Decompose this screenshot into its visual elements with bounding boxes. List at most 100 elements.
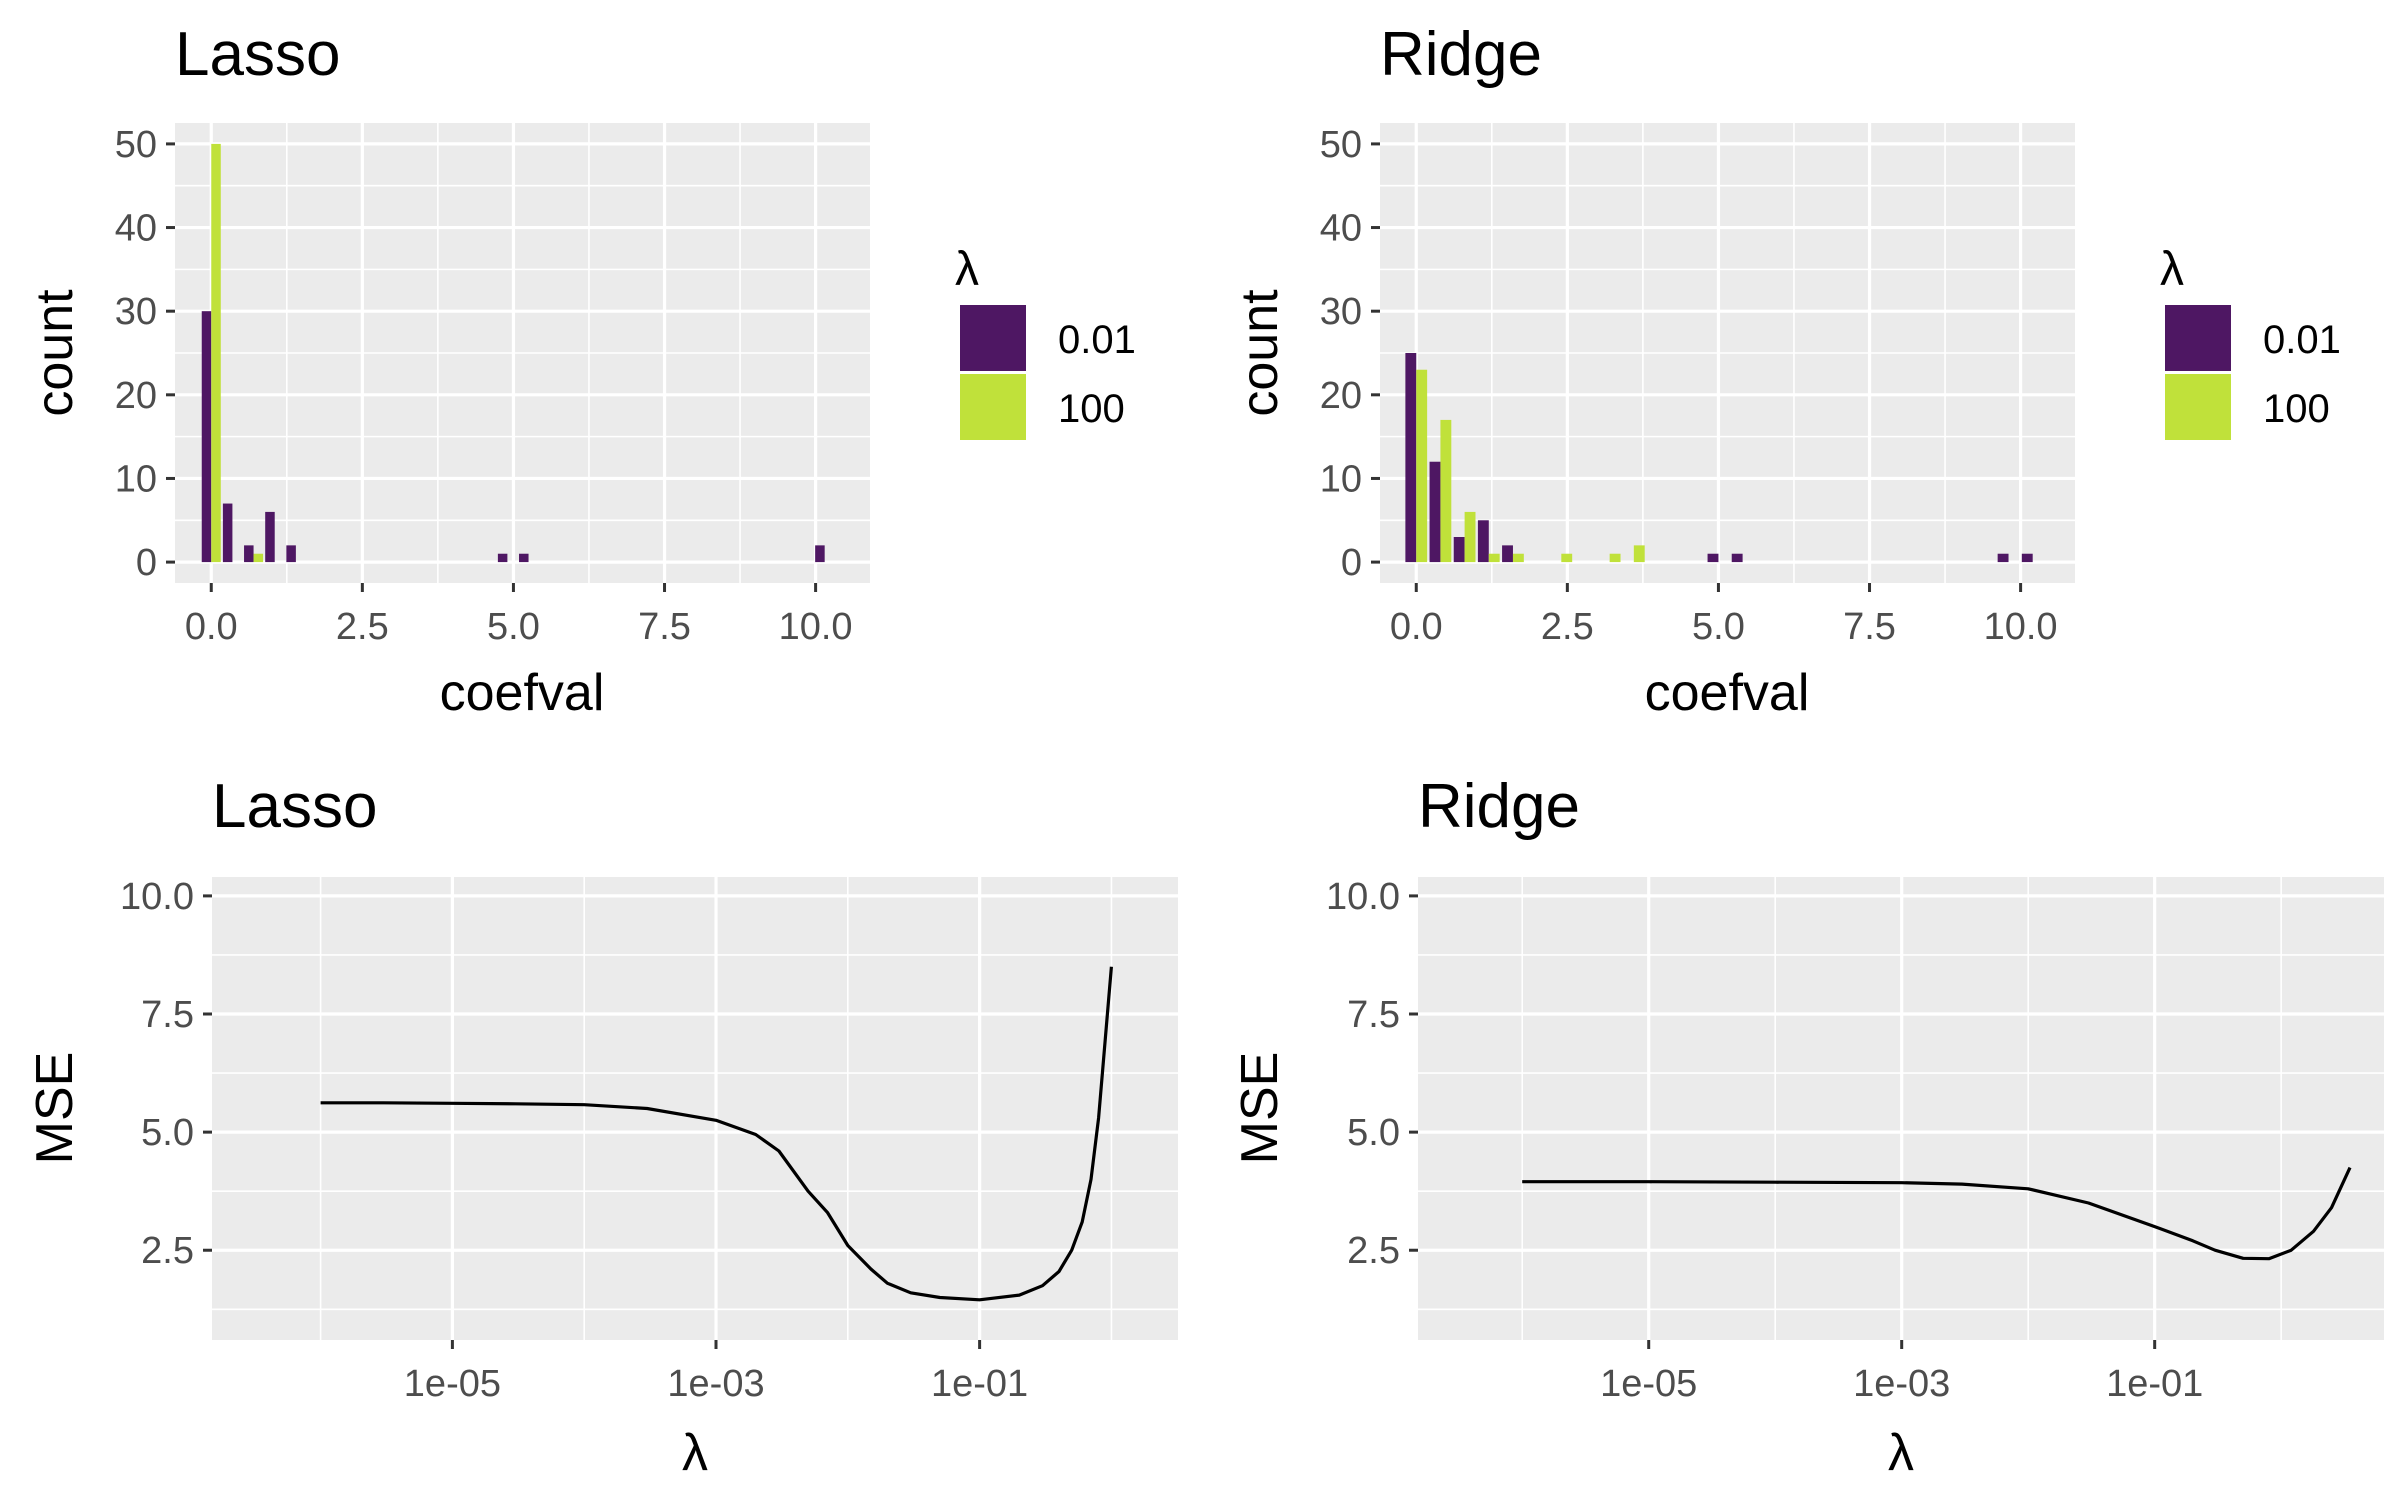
x-tick-label: 0.0: [1390, 606, 1443, 648]
x-tick-label: 7.5: [1843, 606, 1896, 648]
y-tick-label: 40: [115, 208, 157, 250]
y-axis-title: MSE: [1231, 1052, 1289, 1165]
y-axis-ticks: 0 10 20 30 40 50: [115, 124, 175, 584]
mse-line: [320, 966, 1113, 1302]
panel-lasso-mse: Lasso 2.5 5.0 7.5 10.0 1e-05 1e-03 1e-01 λ MS…: [26, 772, 1178, 1482]
chart-title: Lasso: [212, 772, 377, 841]
bar-lambda-0.01: [244, 545, 254, 563]
legend-title: λ: [955, 243, 979, 296]
y-axis-ticks: 2.5 5.0 7.5 10.0: [120, 876, 212, 1272]
bar-lambda-0.01: [1453, 537, 1465, 563]
bar-lambda-0.01: [1502, 545, 1513, 563]
y-tick-label: 5.0: [141, 1112, 194, 1154]
x-tick-label: 2.5: [1541, 606, 1594, 648]
bar-lambda-0.01: [1707, 553, 1719, 563]
bar-lambda-0.01: [1997, 553, 2009, 563]
x-tick-label: 1e-01: [931, 1363, 1028, 1405]
bar-lambda-0.01: [1731, 553, 1743, 563]
bar-lambda-0.01: [497, 553, 508, 563]
legend-key-100: [960, 374, 1026, 440]
bar-lambda-100: [1440, 419, 1452, 563]
bar-lambda-0.01: [1405, 353, 1417, 563]
bar-lambda-0.01: [222, 503, 233, 563]
x-axis-ticks: 1e-05 1e-03 1e-01: [1600, 1340, 2203, 1405]
y-tick-label: 2.5: [141, 1230, 194, 1272]
x-tick-label: 5.0: [1692, 606, 1745, 648]
bar-lambda-100: [1512, 553, 1524, 563]
bar-lambda-0.01: [201, 311, 212, 563]
panel-ridge-mse: Ridge 2.5 5.0 7.5 10.0 1e-05 1e-03 1e-01 λ MS…: [1231, 772, 2384, 1482]
y-axis-title: count: [1231, 289, 1289, 417]
bar-lambda-0.01: [1429, 461, 1441, 563]
x-axis-ticks: 0.0 2.5 5.0 7.5 10.0: [185, 583, 853, 648]
bar-lambda-100: [1464, 511, 1476, 563]
bar-lambda-100: [1561, 553, 1573, 563]
legend: λ 0.01 100: [2160, 243, 2341, 440]
bars: [201, 143, 825, 563]
bar-lambda-0.01: [1477, 520, 1489, 563]
x-tick-label: 10.0: [1984, 606, 2058, 648]
x-tick-label: 1e-05: [1600, 1363, 1697, 1405]
grid-lines: [1418, 877, 2384, 1340]
y-tick-label: 10: [115, 458, 157, 500]
bar-lambda-100: [1416, 369, 1428, 563]
x-tick-label: 1e-03: [667, 1363, 764, 1405]
legend-key-0.01: [960, 305, 1026, 371]
x-tick-label: 10.0: [779, 606, 853, 648]
bar-lambda-0.01: [265, 511, 275, 563]
x-tick-label: 1e-01: [2106, 1363, 2203, 1405]
x-axis-ticks: 1e-05 1e-03 1e-01: [404, 1340, 1028, 1405]
y-tick-label: 20: [1320, 375, 1362, 417]
y-tick-label: 2.5: [1347, 1230, 1400, 1272]
x-axis-ticks: 0.0 2.5 5.0 7.5 10.0: [1390, 583, 2058, 648]
y-tick-label: 7.5: [141, 994, 194, 1036]
mse-line: [1522, 1166, 2352, 1261]
chart-title: Lasso: [175, 20, 340, 89]
legend-label-100: 100: [2263, 387, 2330, 431]
x-tick-label: 7.5: [638, 606, 691, 648]
x-axis-title: coefval: [1645, 664, 1810, 722]
y-tick-label: 10.0: [1326, 876, 1400, 918]
x-tick-label: 1e-03: [1853, 1363, 1950, 1405]
grid-lines: [1380, 123, 2075, 583]
x-tick-label: 5.0: [487, 606, 540, 648]
bar-lambda-100: [1633, 545, 1645, 563]
y-tick-label: 0: [136, 542, 157, 584]
bar-lambda-0.01: [519, 553, 529, 563]
y-tick-label: 40: [1320, 208, 1362, 250]
y-axis-ticks: 2.5 5.0 7.5 10.0: [1326, 876, 1418, 1272]
y-tick-label: 50: [1320, 124, 1362, 166]
y-tick-label: 50: [115, 124, 157, 166]
y-axis-ticks: 0 10 20 30 40 50: [1320, 124, 1380, 584]
bar-lambda-0.01: [2021, 553, 2033, 563]
bar-lambda-100: [1609, 553, 1621, 563]
y-axis-title: count: [26, 289, 84, 417]
y-tick-label: 20: [115, 375, 157, 417]
x-tick-label: 1e-05: [404, 1363, 501, 1405]
y-tick-label: 30: [1320, 291, 1362, 333]
legend-key-0.01: [2165, 305, 2231, 371]
bar-lambda-100: [1488, 553, 1500, 563]
legend-title: λ: [2160, 243, 2184, 296]
y-tick-label: 30: [115, 291, 157, 333]
bar-lambda-0.01: [286, 545, 296, 563]
y-tick-label: 0: [1341, 542, 1362, 584]
y-tick-label: 7.5: [1347, 994, 1400, 1036]
legend-label-0.01: 0.01: [2263, 318, 2341, 362]
bars: [1405, 353, 2033, 563]
mse-series-line: [1522, 1166, 2352, 1261]
panel-ridge-histogram: Ridge 0 10 20 30 40 50 0.0 2.5 5.0 7.5 10.0 coefv…: [1231, 20, 2341, 722]
chart-title: Ridge: [1380, 20, 1542, 89]
grid-lines: [212, 877, 1178, 1340]
legend: λ 0.01 100: [955, 243, 1136, 440]
legend-label-100: 100: [1058, 387, 1125, 431]
y-tick-label: 10: [1320, 458, 1362, 500]
bar-lambda-100: [211, 143, 221, 563]
bar-lambda-100: [253, 553, 264, 563]
x-axis-title: λ: [1888, 1424, 1914, 1482]
y-tick-label: 10.0: [120, 876, 194, 918]
plot-background: [212, 877, 1178, 1340]
x-tick-label: 2.5: [336, 606, 389, 648]
x-axis-title: λ: [682, 1424, 708, 1482]
chart-title: Ridge: [1418, 772, 1580, 841]
